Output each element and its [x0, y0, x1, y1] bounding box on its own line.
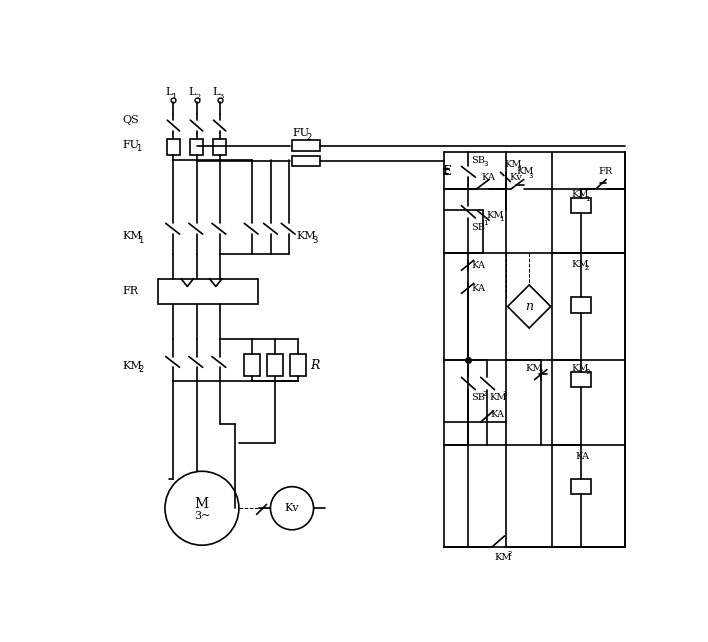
Text: Kv: Kv — [509, 173, 522, 182]
Text: L: L — [166, 87, 173, 98]
Text: 2: 2 — [483, 390, 487, 397]
Text: Kv: Kv — [285, 503, 299, 513]
Text: R: R — [309, 360, 319, 372]
Text: 1: 1 — [138, 236, 143, 245]
Text: 3: 3 — [585, 369, 590, 375]
Text: KA: KA — [481, 173, 496, 182]
Text: 3: 3 — [218, 93, 224, 101]
Text: M: M — [195, 497, 209, 510]
Circle shape — [270, 487, 314, 530]
Text: KM: KM — [572, 363, 589, 372]
Text: 3: 3 — [502, 390, 507, 397]
Text: QS: QS — [122, 115, 139, 125]
Text: KA: KA — [472, 261, 486, 270]
Bar — [292, 140, 320, 151]
Text: FU: FU — [293, 128, 310, 138]
Text: FR: FR — [122, 286, 139, 297]
Bar — [158, 279, 258, 304]
Text: FU: FU — [122, 140, 139, 150]
Bar — [571, 297, 591, 313]
Text: 3~: 3~ — [194, 511, 210, 521]
Text: 1: 1 — [499, 216, 503, 223]
Bar — [571, 479, 591, 494]
Text: KM: KM — [122, 361, 142, 371]
Polygon shape — [508, 285, 551, 328]
Bar — [571, 198, 591, 213]
Bar — [292, 155, 320, 166]
Text: 1: 1 — [137, 144, 142, 153]
Text: 1: 1 — [483, 220, 488, 225]
Text: 2: 2 — [585, 265, 589, 271]
Text: L: L — [212, 87, 219, 98]
Text: KA: KA — [491, 410, 505, 419]
Text: 3: 3 — [483, 161, 488, 167]
Text: 1: 1 — [172, 93, 177, 101]
Text: 1: 1 — [585, 196, 590, 202]
Text: 3: 3 — [528, 173, 533, 178]
Circle shape — [165, 471, 239, 545]
Text: E: E — [442, 165, 451, 178]
Text: 2: 2 — [508, 551, 512, 557]
Bar — [167, 139, 180, 155]
Text: 2: 2 — [138, 365, 143, 374]
Text: 2: 2 — [538, 369, 543, 375]
Text: KM: KM — [516, 168, 534, 177]
Bar — [244, 354, 260, 376]
Bar — [290, 354, 306, 376]
Bar — [571, 372, 591, 387]
Text: 2: 2 — [307, 133, 312, 142]
Text: L: L — [189, 87, 196, 98]
Text: SB: SB — [471, 223, 485, 232]
Text: KA: KA — [472, 284, 486, 293]
Text: KM: KM — [505, 160, 522, 169]
Text: KM: KM — [490, 393, 508, 402]
Bar — [268, 354, 282, 376]
Text: KA: KA — [575, 452, 589, 461]
Text: KM: KM — [122, 231, 142, 241]
Text: KM: KM — [486, 211, 503, 220]
Text: SB: SB — [471, 156, 485, 165]
Text: 3: 3 — [312, 236, 317, 245]
Text: KM: KM — [572, 190, 589, 200]
Text: FR: FR — [598, 168, 612, 177]
Bar — [214, 139, 226, 155]
Text: KM: KM — [494, 553, 512, 562]
Bar — [190, 139, 202, 155]
Text: SB: SB — [471, 393, 485, 402]
Text: KM: KM — [525, 363, 543, 372]
Text: KM: KM — [297, 231, 316, 241]
Text: KM: KM — [572, 259, 589, 268]
Text: 1: 1 — [517, 165, 521, 171]
Text: n: n — [525, 300, 533, 313]
Text: 2: 2 — [195, 93, 200, 101]
